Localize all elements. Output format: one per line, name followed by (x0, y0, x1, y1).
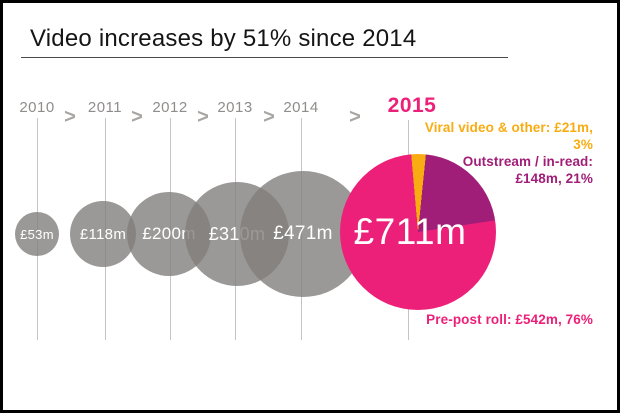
year-label-2015: 2015 (387, 94, 437, 117)
page-title: Video increases by 51% since 2014 (30, 25, 417, 52)
pie-total-label: £711m (353, 211, 467, 252)
annotation-prepost-roll: Pre-post roll: £542m, 76% (426, 312, 593, 327)
bubble-2010: £53m (15, 212, 59, 256)
year-label-2013: 2013 (217, 99, 253, 116)
annotation-outstream: Outstream / in-read: £148m, 21% (463, 153, 593, 187)
bubble-value-2011: £118m (79, 225, 127, 243)
bubble-value-2010: £53m (20, 226, 54, 242)
bubble-2011: £118m (70, 201, 136, 267)
year-label-2010: 2010 (19, 99, 55, 116)
title-underline: Video increases by 51% since 2014 (21, 25, 508, 58)
annotation-viral-line1: Viral video & other: £21m, (424, 120, 593, 135)
year-label-2014: 2014 (283, 99, 319, 116)
annotation-outstream-line1: Outstream / in-read: (462, 154, 593, 169)
year-label-2012: 2012 (152, 99, 188, 116)
chevron-right-icon: > (131, 106, 143, 128)
year-label-2011: 2011 (87, 99, 123, 116)
pie-chart-2015: £711m (340, 154, 496, 310)
chevron-right-icon: > (64, 106, 76, 128)
chevron-right-icon: > (197, 106, 209, 128)
annotation-viral-line2: 3% (573, 137, 593, 152)
chevron-right-icon: > (349, 106, 361, 128)
bubble-value-2014: £471m (273, 223, 333, 244)
annotation-viral-video: Viral video & other: £21m, 3% (425, 119, 593, 153)
annotation-outstream-line2: £148m, 21% (515, 171, 593, 186)
chevron-right-icon: > (263, 106, 275, 128)
bubble-value-2012: £200m (142, 224, 196, 243)
